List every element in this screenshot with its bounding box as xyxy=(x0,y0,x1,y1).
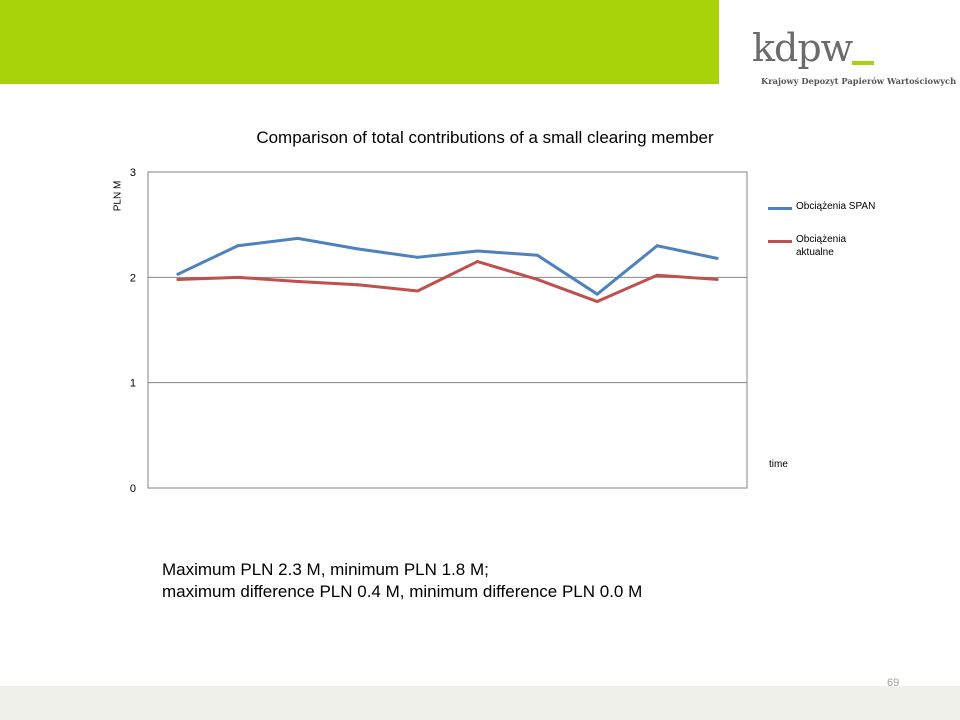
data-point-s2-9 xyxy=(655,273,659,277)
legend-swatch-aktualne xyxy=(768,240,792,243)
plot-area-border xyxy=(147,171,748,489)
chart-legend: Obciążenia SPAN Obciążenia aktualne xyxy=(768,200,918,279)
data-point-s2-8 xyxy=(595,300,599,304)
data-point-s2-1 xyxy=(176,277,180,281)
y-tick-label: 1 xyxy=(130,378,136,390)
y-tick-label: 3 xyxy=(130,167,136,179)
summary-notes: Maximum PLN 2.3 M, minimum PLN 1.8 M; ma… xyxy=(162,559,642,603)
chart-title: Comparison of total contributions of a s… xyxy=(256,128,714,147)
data-point-s1-1 xyxy=(176,272,180,276)
data-point-s2-5 xyxy=(416,289,420,293)
y-tick-label: 0 xyxy=(130,483,136,495)
data-point-s1-2 xyxy=(236,244,240,248)
series-line-1 xyxy=(176,236,719,296)
data-point-s1-8 xyxy=(595,292,599,296)
logo-underscore xyxy=(852,61,874,65)
data-point-s2-7 xyxy=(535,277,539,281)
series-line-2 xyxy=(176,260,719,304)
data-point-s1-3 xyxy=(296,236,300,240)
data-point-s1-6 xyxy=(475,249,479,253)
logo-tagline: Krajowy Depozyt Papierów Wartościowych xyxy=(761,76,957,86)
data-point-s1-7 xyxy=(535,253,539,257)
header-green-bar xyxy=(0,0,719,84)
data-point-s1-10 xyxy=(715,256,719,260)
data-point-s2-3 xyxy=(296,280,300,284)
legend-label-span: Obciążenia SPAN xyxy=(796,201,876,212)
y-tick-label: 2 xyxy=(130,272,136,284)
data-point-s2-10 xyxy=(715,277,719,281)
footer-band xyxy=(0,686,960,720)
data-point-s1-9 xyxy=(655,244,659,248)
data-point-s2-6 xyxy=(475,260,479,264)
legend-label-aktualne: Obciążenia aktualne xyxy=(796,234,847,258)
x-axis-label: time xyxy=(769,459,788,470)
legend-swatch-span xyxy=(768,207,792,210)
summary-line-2: maximum difference PLN 0.4 M, minimum di… xyxy=(162,582,643,601)
legend-item-span: Obciążenia SPAN xyxy=(768,200,886,213)
data-point-s1-5 xyxy=(416,255,420,259)
data-point-s2-2 xyxy=(236,275,240,279)
data-point-s1-4 xyxy=(356,247,360,251)
logo-wordmark: kdpw xyxy=(752,26,853,70)
page-number: 69 xyxy=(887,677,900,689)
summary-line-1: Maximum PLN 2.3 M, minimum PLN 1.8 M; xyxy=(162,560,489,579)
legend-item-aktualne: Obciążenia aktualne xyxy=(768,233,886,259)
data-point-s2-4 xyxy=(356,283,360,287)
kdpw-logo: kdpw Krajowy Depozyt Papierów Wartościow… xyxy=(752,26,956,88)
